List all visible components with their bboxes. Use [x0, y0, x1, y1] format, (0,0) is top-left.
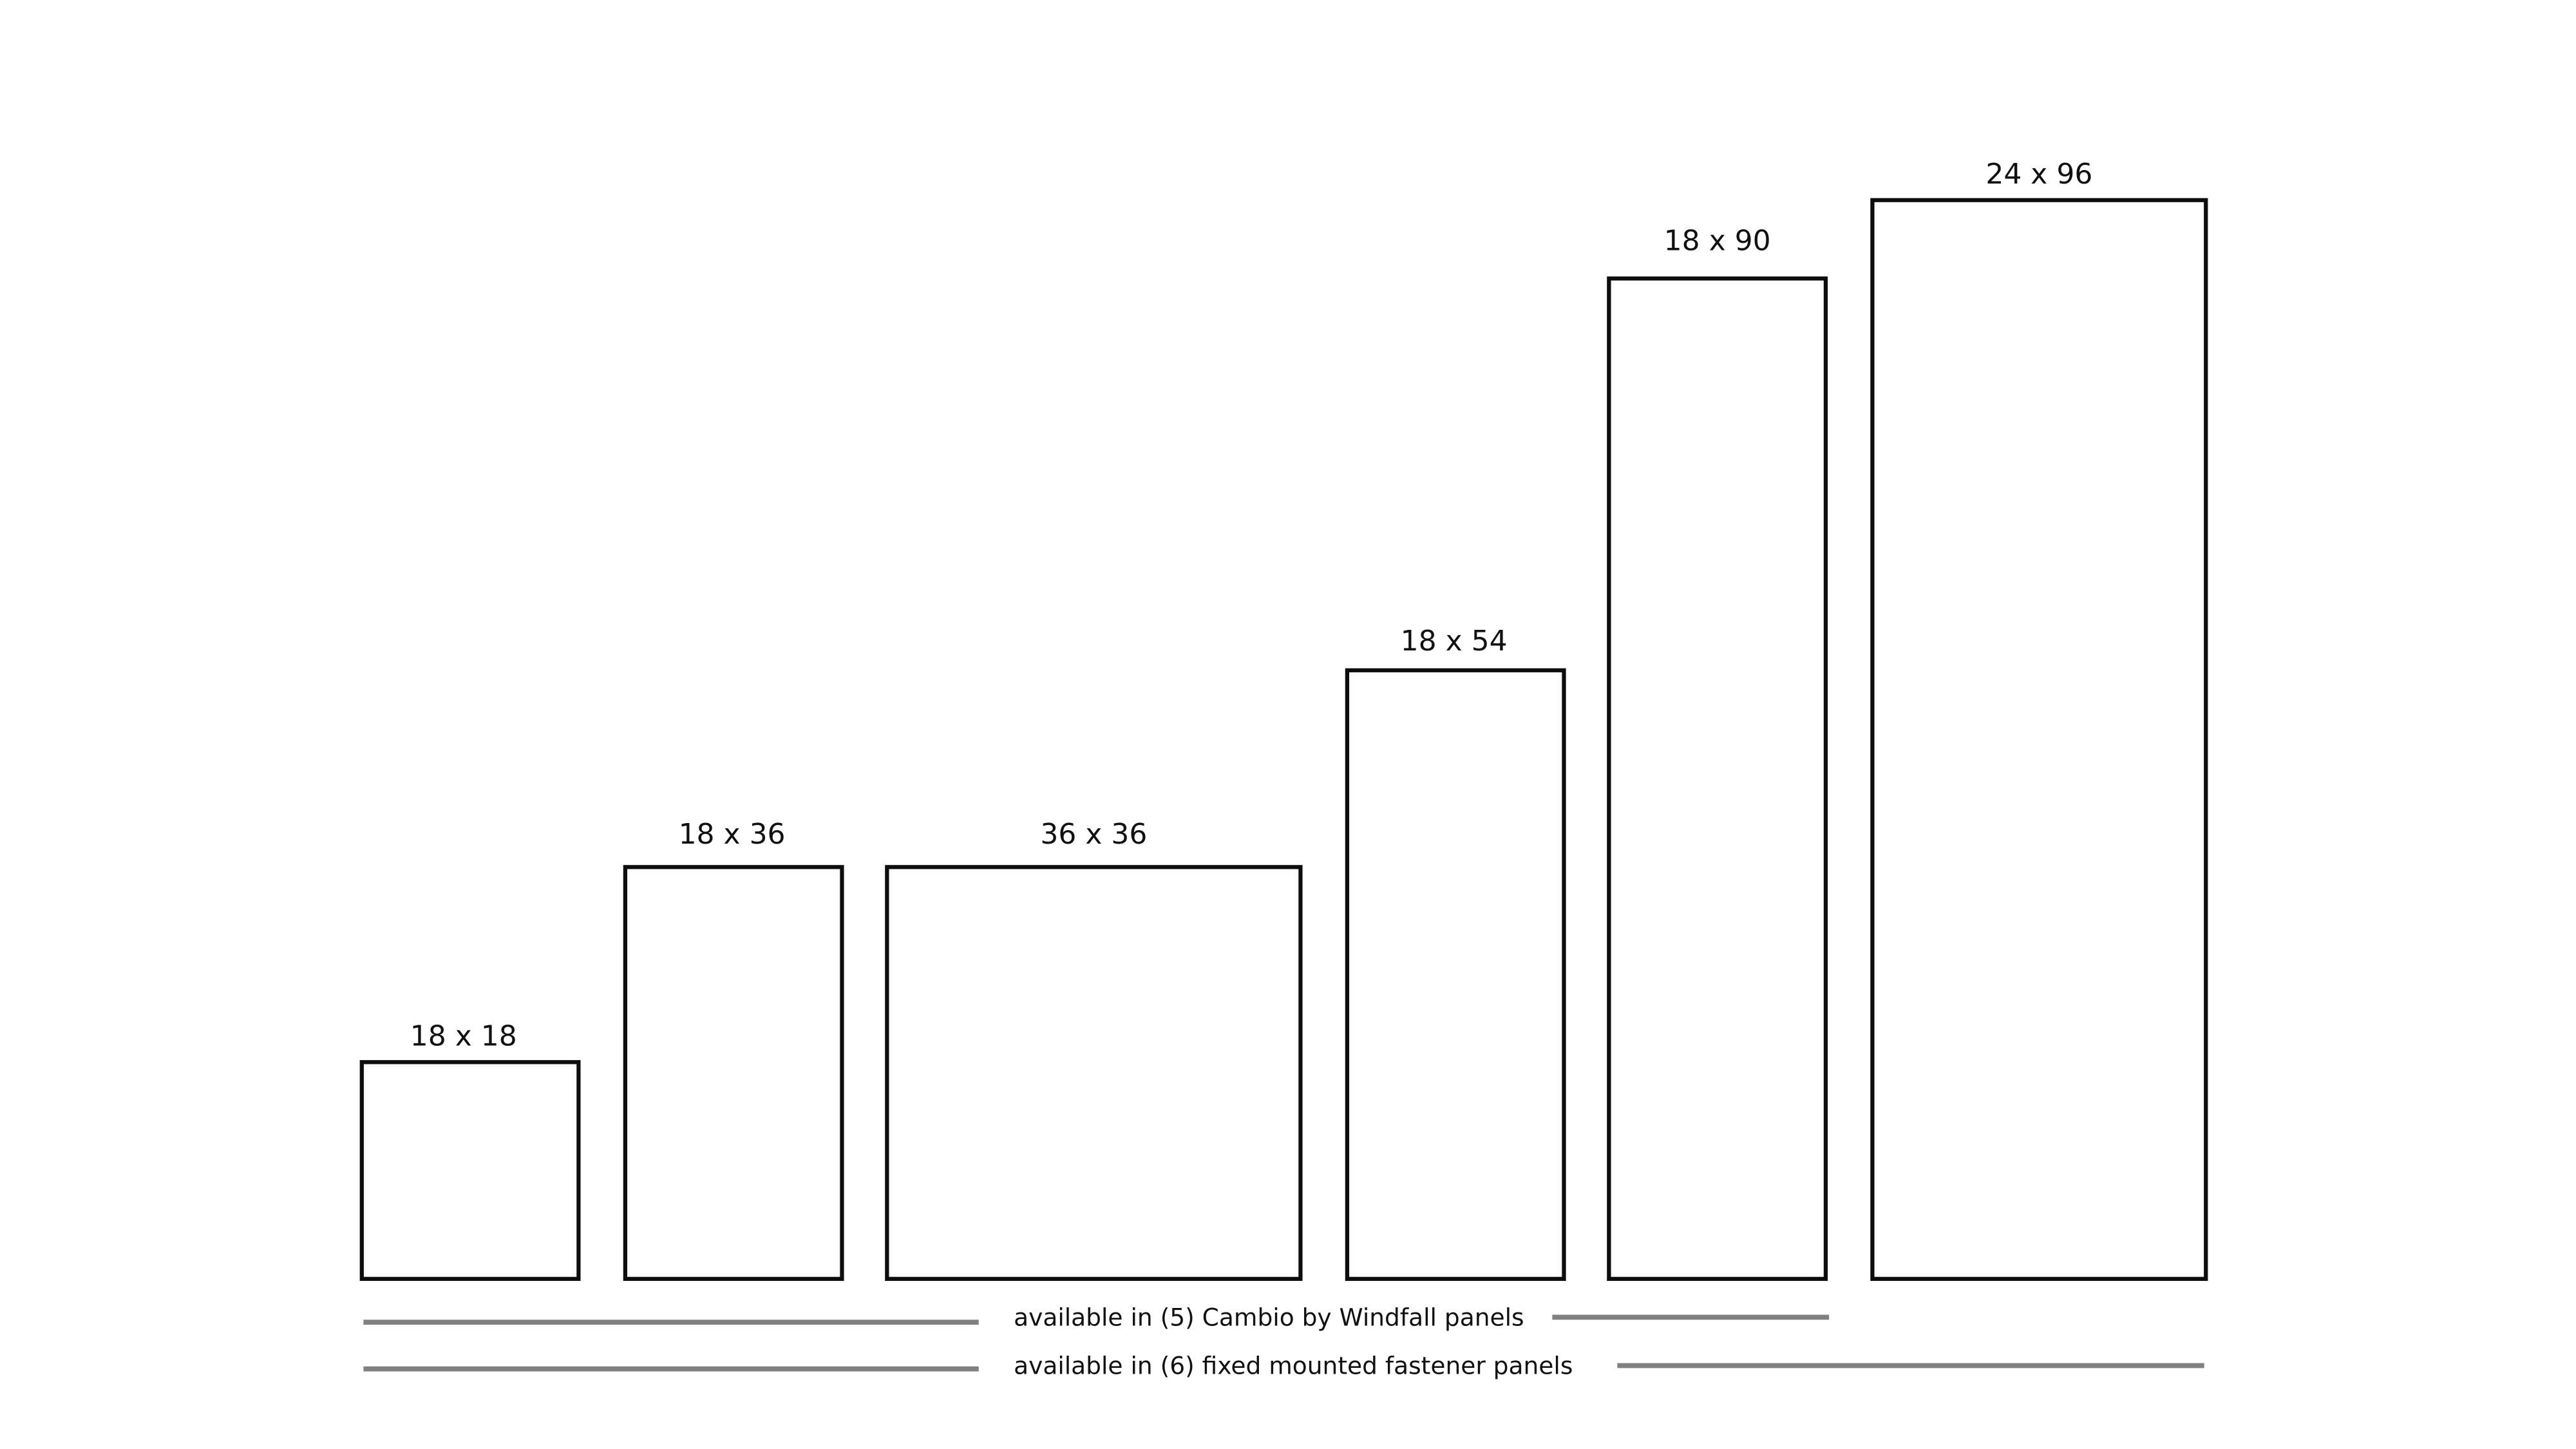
panel [359, 1060, 581, 1281]
panel [1345, 668, 1566, 1281]
panel-label: 36 x 36 [1040, 818, 1147, 851]
panel [1607, 276, 1828, 1281]
panel-label: 18 x 90 [1664, 224, 1771, 257]
panel-label: 24 x 96 [1985, 158, 2092, 191]
panel [1870, 198, 2208, 1281]
caption: available in (5) Cambio by Windfall pane… [1014, 1303, 1524, 1331]
panel-label: 18 x 36 [679, 818, 786, 851]
caption: available in (6) fixed mounted fastener … [1014, 1351, 1573, 1379]
panel [623, 865, 844, 1281]
panel-label: 18 x 18 [410, 1019, 517, 1052]
panel-label: 18 x 54 [1401, 625, 1508, 658]
panel [885, 865, 1303, 1281]
